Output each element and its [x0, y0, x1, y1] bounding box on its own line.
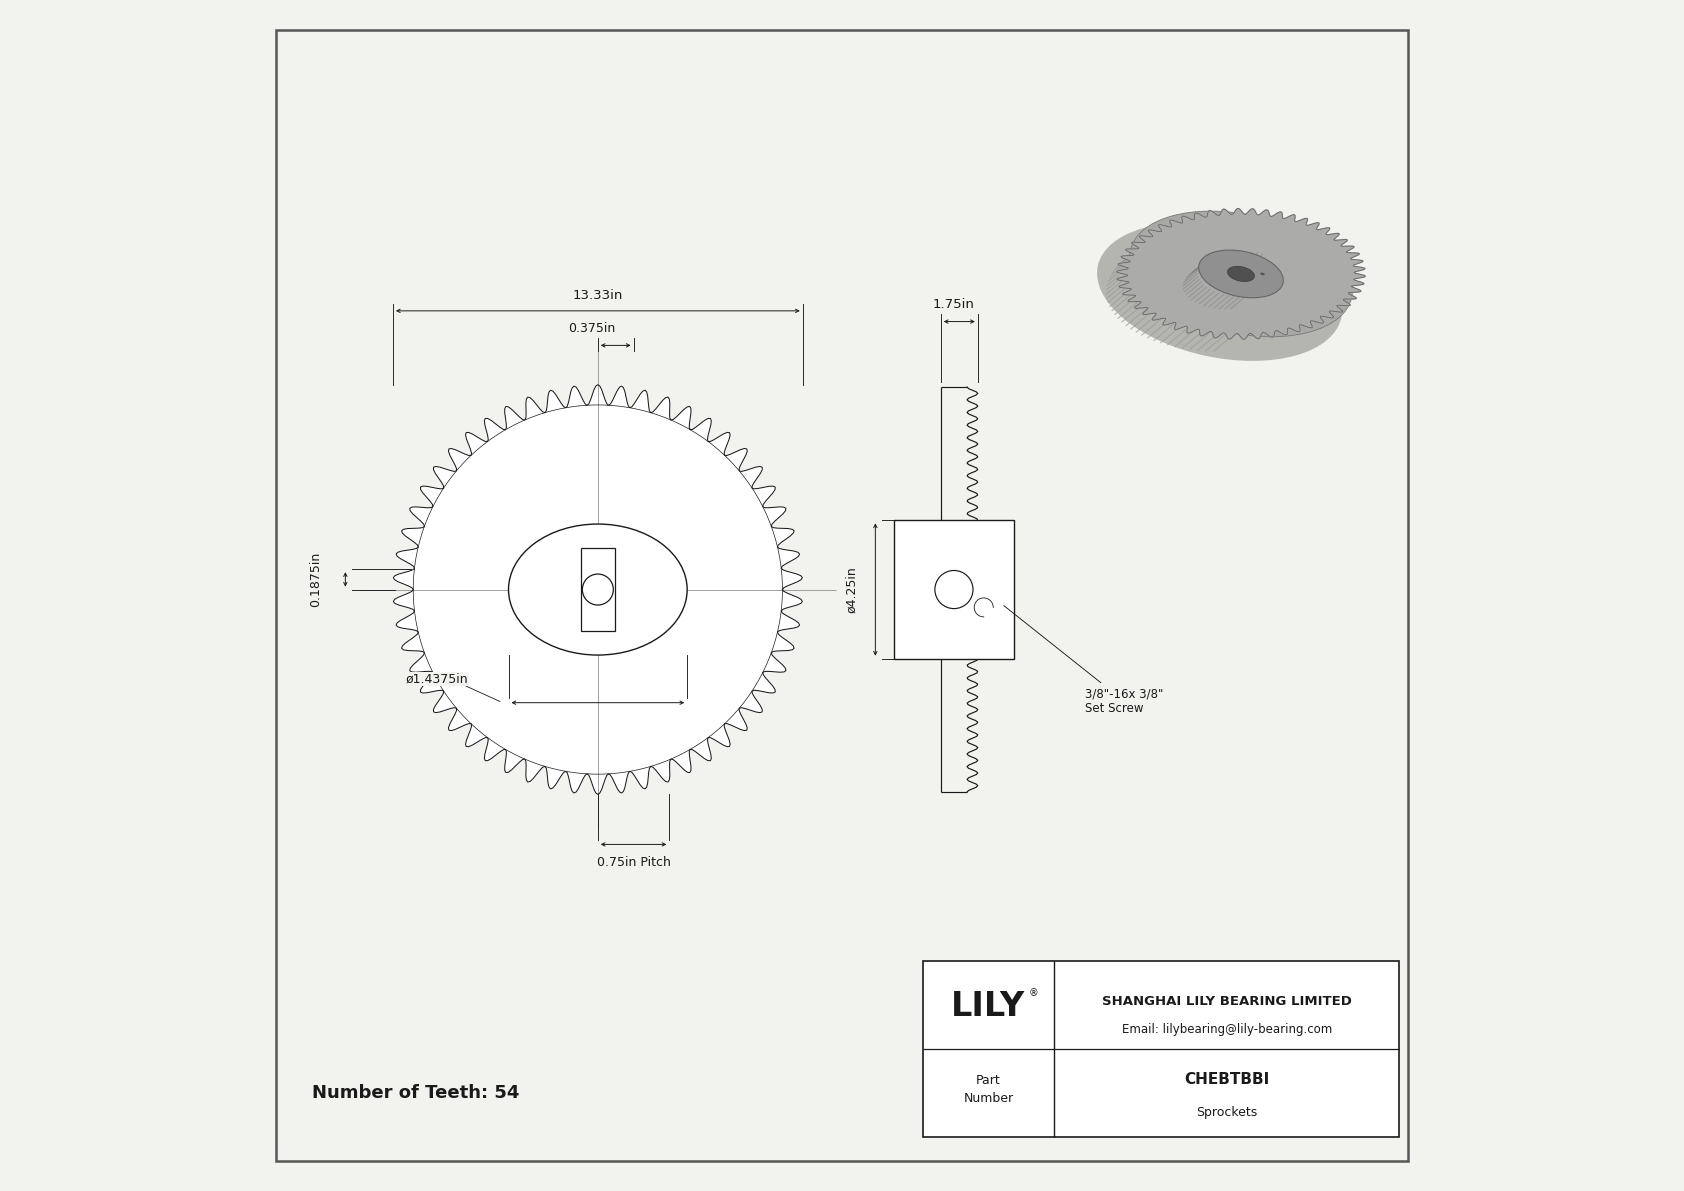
Circle shape [583, 574, 613, 605]
Ellipse shape [1096, 223, 1342, 361]
Text: 1.75in: 1.75in [933, 299, 975, 311]
Text: ®: ® [1029, 987, 1039, 998]
Ellipse shape [1260, 273, 1265, 275]
Ellipse shape [509, 524, 687, 655]
Ellipse shape [1130, 211, 1352, 337]
Polygon shape [394, 385, 802, 794]
Text: 0.75in Pitch: 0.75in Pitch [596, 856, 670, 868]
Text: ø1.4375in: ø1.4375in [406, 673, 468, 685]
Text: Sprockets: Sprockets [1196, 1106, 1258, 1120]
Ellipse shape [1228, 267, 1255, 281]
Ellipse shape [1199, 250, 1283, 298]
Text: Email: lilybearing@lily-bearing.com: Email: lilybearing@lily-bearing.com [1122, 1023, 1332, 1036]
Text: 0.1875in: 0.1875in [310, 551, 322, 607]
Circle shape [935, 570, 973, 609]
Text: LILY: LILY [951, 991, 1026, 1023]
Text: CHEBTBBI: CHEBTBBI [1184, 1072, 1270, 1086]
Bar [923, 961, 1399, 1137]
Text: 3/8"-16x 3/8"
Set Screw: 3/8"-16x 3/8" Set Screw [1004, 605, 1164, 716]
Text: ø4.25in: ø4.25in [845, 566, 859, 613]
Text: Part
Number: Part Number [963, 1074, 1014, 1105]
Text: 0.375in: 0.375in [568, 323, 616, 335]
Text: SHANGHAI LILY BEARING LIMITED: SHANGHAI LILY BEARING LIMITED [1101, 996, 1352, 1008]
Text: Number of Teeth: 54: Number of Teeth: 54 [312, 1084, 519, 1103]
Bar [894, 520, 1014, 659]
Polygon shape [1116, 208, 1366, 339]
Text: 13.33in: 13.33in [573, 289, 623, 301]
Bar [581, 548, 615, 631]
